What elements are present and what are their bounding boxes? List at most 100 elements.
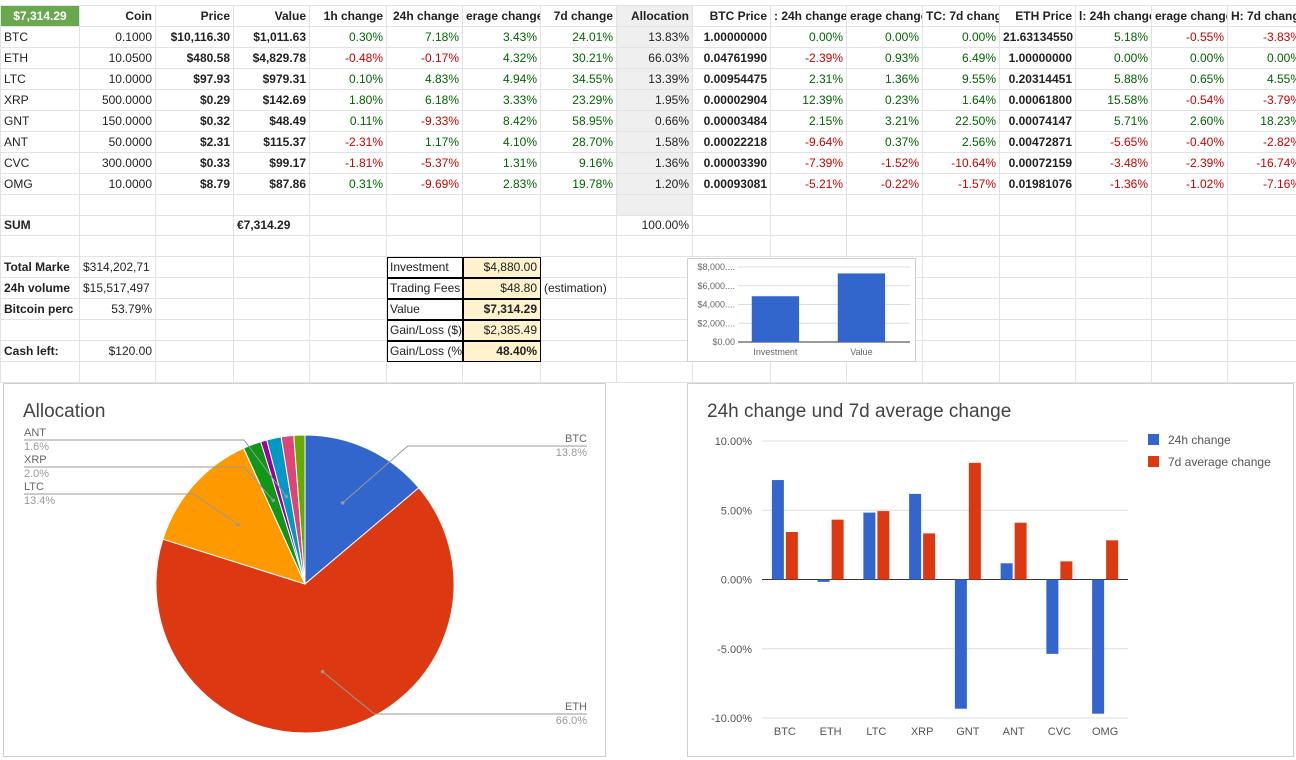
btc-dominance-value[interactable]: 53.79% (80, 299, 156, 320)
table-cell[interactable]: 1.80% (310, 90, 387, 111)
table-cell[interactable]: 0.23% (847, 90, 923, 111)
empty-cell[interactable] (1228, 278, 1296, 299)
table-cell[interactable]: $1,011.63 (234, 27, 310, 48)
empty-cell[interactable] (923, 341, 1000, 362)
empty-cell[interactable] (847, 362, 923, 383)
empty-cell[interactable] (1, 320, 80, 341)
table-cell[interactable]: 28.70% (541, 132, 617, 153)
table-cell[interactable]: 0.00002904 (693, 90, 771, 111)
fees-note[interactable]: (estimation) (541, 278, 617, 299)
empty-cell[interactable] (310, 362, 387, 383)
table-cell[interactable]: 0.20314451 (1000, 69, 1076, 90)
empty-cell[interactable] (387, 362, 463, 383)
empty-cell[interactable] (80, 362, 156, 383)
table-cell[interactable]: -1.02% (1152, 174, 1228, 195)
empty-cell[interactable] (923, 257, 1000, 278)
column-header[interactable]: l: 24h change (1076, 6, 1152, 27)
coin-name-cell[interactable]: LTC (1, 69, 80, 90)
empty-cell[interactable] (541, 195, 617, 216)
empty-cell[interactable] (541, 362, 617, 383)
empty-cell[interactable] (771, 215, 847, 236)
empty-cell[interactable] (771, 236, 847, 257)
table-cell[interactable]: 0.00954475 (693, 69, 771, 90)
table-cell[interactable]: 1.00000000 (693, 27, 771, 48)
table-cell[interactable]: 23.29% (541, 90, 617, 111)
empty-cell[interactable] (234, 257, 310, 278)
table-cell[interactable]: 34.55% (541, 69, 617, 90)
cash-left-value[interactable]: $120.00 (80, 341, 156, 362)
empty-cell[interactable] (80, 320, 156, 341)
empty-cell[interactable] (541, 257, 617, 278)
gain-label[interactable]: Gain/Loss ($) (387, 320, 463, 341)
empty-cell[interactable] (310, 195, 387, 216)
table-cell[interactable]: 0.93% (847, 48, 923, 69)
table-cell[interactable]: 10.0500 (80, 48, 156, 69)
empty-cell[interactable] (387, 236, 463, 257)
table-cell[interactable]: 4.83% (387, 69, 463, 90)
empty-cell[interactable] (1228, 362, 1296, 383)
column-header[interactable]: erage change (1152, 6, 1228, 27)
empty-cell[interactable] (1000, 299, 1076, 320)
empty-cell[interactable] (1228, 215, 1296, 236)
table-cell[interactable]: 24.01% (541, 27, 617, 48)
table-cell[interactable]: -9.64% (771, 132, 847, 153)
empty-cell[interactable] (156, 341, 234, 362)
empty-cell[interactable] (1228, 320, 1296, 341)
empty-cell[interactable] (1076, 341, 1152, 362)
table-cell[interactable]: $4,829.78 (234, 48, 310, 69)
table-cell[interactable]: -0.55% (1152, 27, 1228, 48)
table-cell[interactable]: 5.18% (1076, 27, 1152, 48)
table-cell[interactable]: $10,116.30 (156, 27, 234, 48)
column-header[interactable]: ETH Price (1000, 6, 1076, 27)
coin-name-cell[interactable]: BTC (1, 27, 80, 48)
empty-cell[interactable] (1076, 299, 1152, 320)
empty-cell[interactable] (234, 299, 310, 320)
empty-cell[interactable] (1152, 195, 1228, 216)
value-label[interactable]: Value (387, 299, 463, 320)
empty-cell[interactable] (310, 341, 387, 362)
empty-cell[interactable] (80, 236, 156, 257)
column-header[interactable]: 7d change (541, 6, 617, 27)
empty-cell[interactable] (1228, 341, 1296, 362)
table-cell[interactable]: 2.15% (771, 111, 847, 132)
empty-cell[interactable] (1152, 299, 1228, 320)
table-cell[interactable]: 0.00061800 (1000, 90, 1076, 111)
table-cell[interactable]: 0.00472871 (1000, 132, 1076, 153)
table-cell[interactable]: -0.48% (310, 48, 387, 69)
table-cell[interactable]: -9.33% (387, 111, 463, 132)
empty-cell[interactable] (847, 215, 923, 236)
table-cell[interactable]: $142.69 (234, 90, 310, 111)
column-header[interactable]: Price (156, 6, 234, 27)
empty-cell[interactable] (1152, 341, 1228, 362)
empty-cell[interactable] (1076, 278, 1152, 299)
table-cell[interactable]: -5.37% (387, 153, 463, 174)
table-cell[interactable]: -0.40% (1152, 132, 1228, 153)
table-cell[interactable]: 12.39% (771, 90, 847, 111)
empty-cell[interactable] (463, 362, 541, 383)
empty-cell[interactable] (923, 236, 1000, 257)
column-header[interactable]: erage change (847, 6, 923, 27)
table-cell[interactable]: -2.39% (771, 48, 847, 69)
table-cell[interactable]: 0.00074147 (1000, 111, 1076, 132)
table-cell[interactable]: 4.32% (463, 48, 541, 69)
empty-cell[interactable] (463, 195, 541, 216)
table-cell[interactable]: 1.36% (847, 69, 923, 90)
table-cell[interactable]: 2.31% (771, 69, 847, 90)
empty-cell[interactable] (234, 278, 310, 299)
empty-cell[interactable] (387, 195, 463, 216)
empty-cell[interactable] (156, 362, 234, 383)
empty-cell[interactable] (923, 195, 1000, 216)
empty-cell[interactable] (1076, 215, 1152, 236)
empty-cell[interactable] (1152, 257, 1228, 278)
table-cell[interactable]: -1.36% (1076, 174, 1152, 195)
table-cell[interactable]: 0.00003484 (693, 111, 771, 132)
sum-value[interactable]: €7,314.29 (234, 215, 310, 236)
empty-cell[interactable] (156, 236, 234, 257)
table-cell[interactable]: 0.00003390 (693, 153, 771, 174)
table-cell[interactable]: -2.82% (1228, 132, 1296, 153)
table-cell[interactable]: 18.23% (1228, 111, 1296, 132)
table-cell[interactable]: 0.11% (310, 111, 387, 132)
empty-cell[interactable] (234, 341, 310, 362)
table-cell[interactable]: -0.22% (847, 174, 923, 195)
empty-cell[interactable] (771, 362, 847, 383)
